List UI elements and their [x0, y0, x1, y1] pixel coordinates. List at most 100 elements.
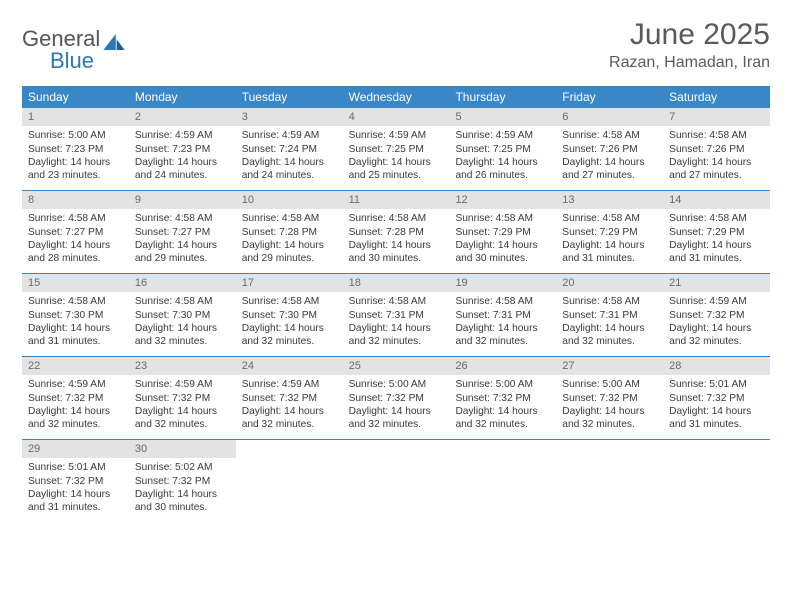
sunset-line: Sunset: 7:32 PM [349, 392, 444, 405]
day-details: Sunrise: 4:58 AMSunset: 7:29 PMDaylight:… [556, 209, 663, 271]
daylight-line: Daylight: 14 hours and 29 minutes. [135, 239, 230, 266]
sunset-line: Sunset: 7:32 PM [135, 475, 230, 488]
week-row: 1Sunrise: 5:00 AMSunset: 7:23 PMDaylight… [22, 108, 770, 190]
sunset-line: Sunset: 7:32 PM [28, 392, 123, 405]
sunset-line: Sunset: 7:28 PM [242, 226, 337, 239]
daylight-line: Daylight: 14 hours and 32 minutes. [562, 405, 657, 432]
sunrise-line: Sunrise: 5:02 AM [135, 461, 230, 474]
day-number: 1 [22, 108, 129, 126]
day-details: Sunrise: 4:58 AMSunset: 7:29 PMDaylight:… [449, 209, 556, 271]
day-cell: 25Sunrise: 5:00 AMSunset: 7:32 PMDayligh… [343, 357, 450, 439]
sunset-line: Sunset: 7:29 PM [669, 226, 764, 239]
day-details: Sunrise: 5:00 AMSunset: 7:32 PMDaylight:… [343, 375, 450, 437]
sunset-line: Sunset: 7:31 PM [562, 309, 657, 322]
day-details: Sunrise: 4:59 AMSunset: 7:32 PMDaylight:… [236, 375, 343, 437]
sunset-line: Sunset: 7:23 PM [135, 143, 230, 156]
sunrise-line: Sunrise: 4:58 AM [562, 212, 657, 225]
empty-cell [663, 440, 770, 522]
day-number: 23 [129, 357, 236, 375]
title-block: June 2025 Razan, Hamadan, Iran [609, 18, 770, 72]
sunset-line: Sunset: 7:32 PM [242, 392, 337, 405]
calendar: Sunday Monday Tuesday Wednesday Thursday… [22, 86, 770, 522]
daylight-line: Daylight: 14 hours and 32 minutes. [455, 405, 550, 432]
sunset-line: Sunset: 7:26 PM [669, 143, 764, 156]
sunset-line: Sunset: 7:31 PM [349, 309, 444, 322]
day-details: Sunrise: 4:59 AMSunset: 7:25 PMDaylight:… [343, 126, 450, 188]
daylight-line: Daylight: 14 hours and 31 minutes. [562, 239, 657, 266]
daylight-line: Daylight: 14 hours and 32 minutes. [349, 322, 444, 349]
day-cell: 22Sunrise: 4:59 AMSunset: 7:32 PMDayligh… [22, 357, 129, 439]
day-number: 16 [129, 274, 236, 292]
week-row: 22Sunrise: 4:59 AMSunset: 7:32 PMDayligh… [22, 356, 770, 439]
day-number: 13 [556, 191, 663, 209]
logo-row: General [22, 28, 125, 50]
daylight-line: Daylight: 14 hours and 30 minutes. [135, 488, 230, 515]
day-cell: 12Sunrise: 4:58 AMSunset: 7:29 PMDayligh… [449, 191, 556, 273]
day-cell: 19Sunrise: 4:58 AMSunset: 7:31 PMDayligh… [449, 274, 556, 356]
day-number: 15 [22, 274, 129, 292]
day-details: Sunrise: 4:58 AMSunset: 7:26 PMDaylight:… [663, 126, 770, 188]
sunset-line: Sunset: 7:29 PM [455, 226, 550, 239]
day-details: Sunrise: 4:58 AMSunset: 7:30 PMDaylight:… [22, 292, 129, 354]
day-details: Sunrise: 5:01 AMSunset: 7:32 PMDaylight:… [22, 458, 129, 520]
daylight-line: Daylight: 14 hours and 24 minutes. [242, 156, 337, 183]
day-number: 30 [129, 440, 236, 458]
daylight-line: Daylight: 14 hours and 27 minutes. [669, 156, 764, 183]
sunrise-line: Sunrise: 4:58 AM [562, 129, 657, 142]
day-number: 24 [236, 357, 343, 375]
sunset-line: Sunset: 7:27 PM [28, 226, 123, 239]
sunrise-line: Sunrise: 4:59 AM [135, 129, 230, 142]
day-number: 9 [129, 191, 236, 209]
empty-cell [343, 440, 450, 522]
day-details: Sunrise: 4:58 AMSunset: 7:31 PMDaylight:… [449, 292, 556, 354]
daylight-line: Daylight: 14 hours and 31 minutes. [669, 405, 764, 432]
day-cell: 3Sunrise: 4:59 AMSunset: 7:24 PMDaylight… [236, 108, 343, 190]
sunset-line: Sunset: 7:24 PM [242, 143, 337, 156]
day-cell: 10Sunrise: 4:58 AMSunset: 7:28 PMDayligh… [236, 191, 343, 273]
day-number: 26 [449, 357, 556, 375]
day-number: 6 [556, 108, 663, 126]
empty-cell [556, 440, 663, 522]
empty-cell [449, 440, 556, 522]
day-cell: 27Sunrise: 5:00 AMSunset: 7:32 PMDayligh… [556, 357, 663, 439]
day-details: Sunrise: 5:00 AMSunset: 7:32 PMDaylight:… [556, 375, 663, 437]
day-details: Sunrise: 4:58 AMSunset: 7:30 PMDaylight:… [236, 292, 343, 354]
sunrise-line: Sunrise: 4:59 AM [669, 295, 764, 308]
day-details: Sunrise: 4:58 AMSunset: 7:31 PMDaylight:… [556, 292, 663, 354]
day-cell: 24Sunrise: 4:59 AMSunset: 7:32 PMDayligh… [236, 357, 343, 439]
sunset-line: Sunset: 7:30 PM [242, 309, 337, 322]
sunrise-line: Sunrise: 5:00 AM [455, 378, 550, 391]
sunrise-line: Sunrise: 4:59 AM [349, 129, 444, 142]
daylight-line: Daylight: 14 hours and 32 minutes. [455, 322, 550, 349]
daylight-line: Daylight: 14 hours and 32 minutes. [242, 322, 337, 349]
day-number: 29 [22, 440, 129, 458]
day-cell: 23Sunrise: 4:59 AMSunset: 7:32 PMDayligh… [129, 357, 236, 439]
sunset-line: Sunset: 7:25 PM [455, 143, 550, 156]
sunrise-line: Sunrise: 4:59 AM [242, 378, 337, 391]
day-cell: 16Sunrise: 4:58 AMSunset: 7:30 PMDayligh… [129, 274, 236, 356]
sunrise-line: Sunrise: 5:00 AM [28, 129, 123, 142]
daylight-line: Daylight: 14 hours and 32 minutes. [562, 322, 657, 349]
day-details: Sunrise: 5:00 AMSunset: 7:23 PMDaylight:… [22, 126, 129, 188]
weekday-header-row: Sunday Monday Tuesday Wednesday Thursday… [22, 86, 770, 108]
sunset-line: Sunset: 7:26 PM [562, 143, 657, 156]
sunrise-line: Sunrise: 4:59 AM [242, 129, 337, 142]
sunrise-line: Sunrise: 4:58 AM [669, 212, 764, 225]
week-row: 8Sunrise: 4:58 AMSunset: 7:27 PMDaylight… [22, 190, 770, 273]
weekday-header: Sunday [22, 86, 129, 108]
day-number: 2 [129, 108, 236, 126]
daylight-line: Daylight: 14 hours and 28 minutes. [28, 239, 123, 266]
day-number: 5 [449, 108, 556, 126]
sunrise-line: Sunrise: 4:58 AM [135, 295, 230, 308]
sunrise-line: Sunrise: 5:00 AM [562, 378, 657, 391]
day-details: Sunrise: 4:59 AMSunset: 7:32 PMDaylight:… [663, 292, 770, 354]
day-number: 25 [343, 357, 450, 375]
day-cell: 28Sunrise: 5:01 AMSunset: 7:32 PMDayligh… [663, 357, 770, 439]
daylight-line: Daylight: 14 hours and 32 minutes. [349, 405, 444, 432]
sunrise-line: Sunrise: 5:00 AM [349, 378, 444, 391]
sunrise-line: Sunrise: 4:58 AM [349, 295, 444, 308]
sunrise-line: Sunrise: 4:58 AM [455, 295, 550, 308]
daylight-line: Daylight: 14 hours and 24 minutes. [135, 156, 230, 183]
day-number: 19 [449, 274, 556, 292]
day-cell: 11Sunrise: 4:58 AMSunset: 7:28 PMDayligh… [343, 191, 450, 273]
